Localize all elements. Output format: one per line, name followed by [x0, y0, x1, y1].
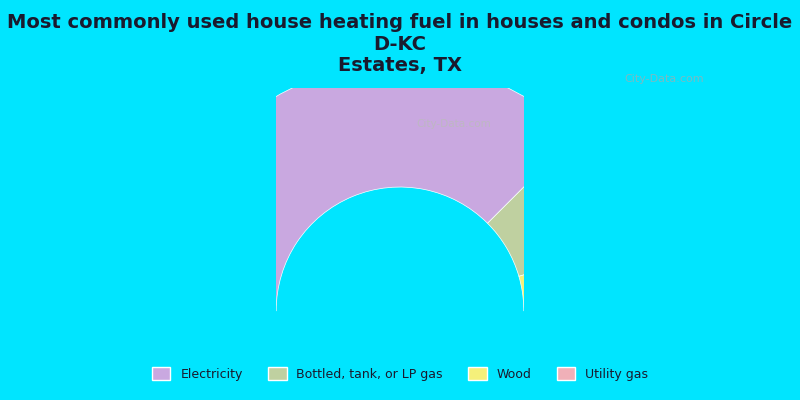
Legend: Electricity, Bottled, tank, or LP gas, Wood, Utility gas: Electricity, Bottled, tank, or LP gas, W…: [146, 361, 654, 387]
Text: Most commonly used house heating fuel in houses and condos in Circle D-KC
Estate: Most commonly used house heating fuel in…: [7, 12, 793, 76]
Wedge shape: [519, 242, 647, 307]
Text: City-Data.com: City-Data.com: [417, 119, 492, 129]
Text: City-Data.com: City-Data.com: [624, 74, 704, 84]
Wedge shape: [152, 63, 575, 311]
Wedge shape: [487, 136, 638, 276]
Wedge shape: [524, 303, 648, 311]
